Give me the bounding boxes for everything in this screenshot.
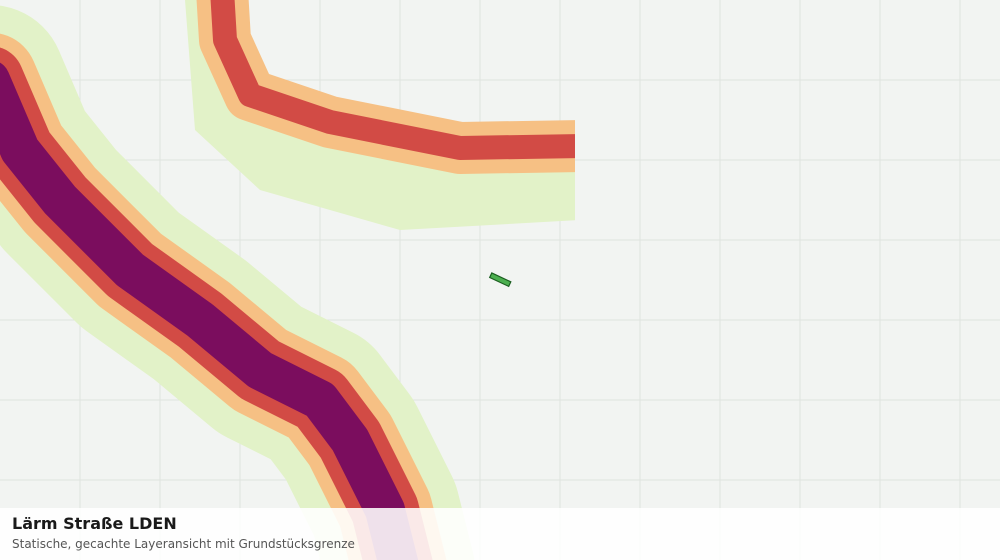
info-panel: Lärm Straße LDEN Statische, gecachte Lay… bbox=[0, 508, 1000, 560]
noise-top-road bbox=[185, 0, 575, 230]
noise-diagonal-road bbox=[0, 6, 474, 560]
layer-title: Lärm Straße LDEN bbox=[12, 514, 177, 533]
layer-subtitle: Statische, gecachte Layeransicht mit Gru… bbox=[12, 537, 355, 551]
parcel-boundary bbox=[488, 272, 512, 288]
